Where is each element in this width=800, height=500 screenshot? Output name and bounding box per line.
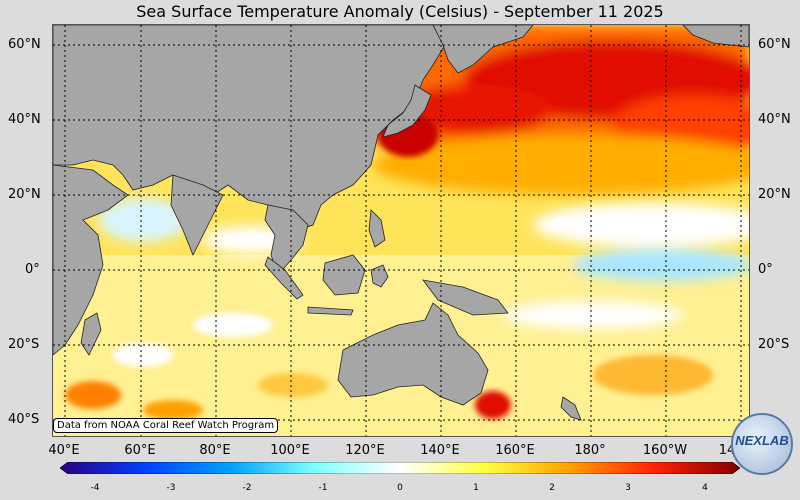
lat-label-right: 0° [758,262,773,277]
land-masses [53,25,749,421]
map-title: Sea Surface Temperature Anomaly (Celsius… [136,2,664,21]
japan-landmass [382,84,432,138]
lat-label-right: 20°N [758,187,791,202]
lon-label: 60°E [124,443,156,458]
lon-label: 140°E [420,443,460,458]
australia-landmass [337,302,489,406]
southern-anomaly-patches [65,313,713,420]
map-svg [53,25,749,436]
colorbar-tick: -4 [90,483,100,493]
lon-label: 160°E [495,443,535,458]
nexlab-logo: NEXLAB [731,413,793,475]
colorbar-tick: 4 [702,483,708,493]
graticule [53,25,749,436]
borneo-landmass [322,254,366,296]
lat-label-right: 60°N [758,37,791,52]
lon-label: 40°E [48,443,80,458]
colorbar-tick: 3 [625,483,631,493]
java-landmass [307,306,354,316]
lat-label-left: 20°S [8,337,40,352]
alaska-landmass [682,25,749,48]
colorbar [60,462,740,474]
lat-label-left: 40°N [8,112,41,127]
lat-label-left: 40°S [8,412,40,427]
new-zealand-landmass [560,396,582,421]
new-guinea-landmass [422,279,509,316]
colorbar-tick: -1 [318,483,328,493]
colorbar-tick: 0 [397,483,403,493]
madagascar-landmass [80,312,102,356]
lon-label: 100°E [270,443,310,458]
lon-label: 120°E [345,443,385,458]
lat-label-left: 60°N [8,37,41,52]
sst-anomaly-map [52,24,750,437]
kamchatka-landmass [432,25,534,74]
colorbar-tick: 1 [473,483,479,493]
data-credit: Data from NOAA Coral Reef Watch Program [53,418,279,433]
philippines-landmass [368,209,386,248]
indochina-landmass [264,204,309,276]
lat-label-right: 20°S [758,337,790,352]
lon-label: 80°E [199,443,231,458]
nexlab-logo-text: NEXLAB [735,433,789,448]
colorbar-tick: 2 [549,483,555,493]
lat-label-right: 40°N [758,112,791,127]
lon-label: 180° [574,443,606,458]
lat-label-left: 0° [25,262,40,277]
colorbar-tick: -2 [242,483,252,493]
lon-label: 160°W [642,443,688,458]
colorbar-tick: -3 [166,483,176,493]
lat-label-left: 20°N [8,187,41,202]
